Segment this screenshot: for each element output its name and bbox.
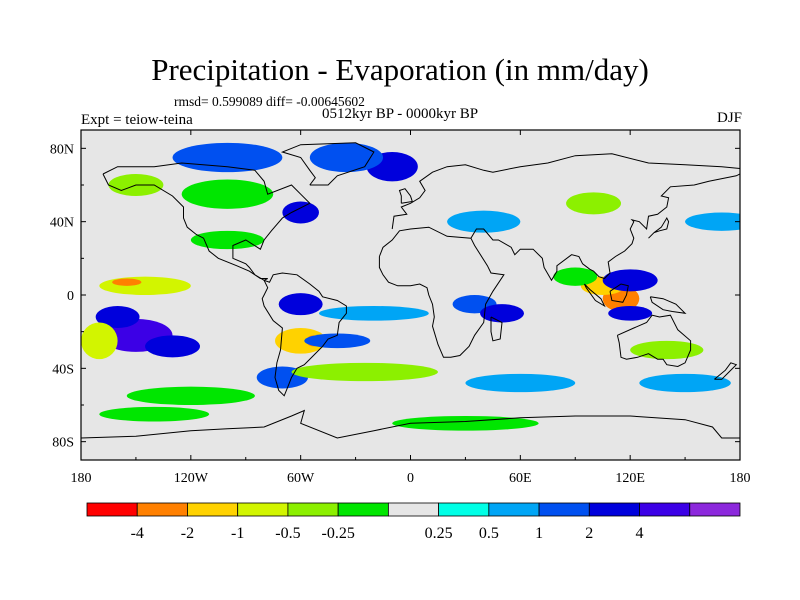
coastline-layer <box>81 142 740 439</box>
colorbar-swatch <box>689 502 741 517</box>
y-tick-label: 40S <box>52 362 74 377</box>
anomaly-region <box>172 142 283 173</box>
coastline <box>378 226 505 358</box>
colorbar-label: -0.5 <box>275 525 300 542</box>
colorbar: -4 -2 -1 -0.5 -0.25 0.25 0.5 1 2 4 <box>86 502 741 542</box>
anomaly-region <box>630 340 704 360</box>
anomaly-region <box>282 201 319 224</box>
colorbar-swatch <box>237 502 289 517</box>
x-tick-label: 120W <box>174 471 209 486</box>
x-tick-label: 180 <box>71 471 92 486</box>
colorbar-swatch <box>538 502 590 517</box>
coastline <box>391 153 740 230</box>
anomaly-region <box>447 210 521 233</box>
coastline <box>280 142 375 186</box>
anomaly-region <box>465 373 576 393</box>
x-tick-label: 60W <box>287 471 315 486</box>
colorbar-label: -1 <box>231 525 244 542</box>
anomaly-region <box>99 406 210 422</box>
colorbar-label: 2 <box>585 525 593 542</box>
anomaly-region <box>145 335 200 358</box>
anomaly-region <box>480 304 524 323</box>
colorbar-swatch <box>438 502 490 517</box>
anomaly-region <box>190 230 265 250</box>
anomaly-region <box>112 278 142 286</box>
x-tick-label: 180 <box>730 471 751 486</box>
colorbar-swatch <box>86 502 138 517</box>
anomaly-region <box>99 276 191 296</box>
colorbar-label: -0.25 <box>321 525 354 542</box>
anomaly-region <box>81 322 118 360</box>
anomaly-region <box>275 328 327 354</box>
coastline <box>398 188 413 204</box>
coastline <box>609 283 629 303</box>
y-tick-label: 80S <box>52 436 74 451</box>
coastline <box>470 173 740 282</box>
y-tick-label: 0 <box>67 289 74 304</box>
colorbar-swatch <box>136 502 188 517</box>
anomaly-region <box>291 362 438 382</box>
colorbar-label: -2 <box>181 525 194 542</box>
x-tick-label: 0 <box>407 471 414 486</box>
anomaly-region <box>304 333 371 349</box>
anomaly-region <box>278 293 323 316</box>
colorbar-swatch <box>488 502 540 517</box>
colorbar-label: 1 <box>535 525 543 542</box>
colorbar-swatch <box>337 502 389 517</box>
experiment-label: Expt = teiow-teina <box>81 112 193 128</box>
coastline <box>583 283 606 308</box>
y-tick-label: 80N <box>50 142 74 157</box>
coastline <box>261 272 347 397</box>
x-axis: 180 120W 60W 0 60E 120E 180 <box>71 130 751 486</box>
coastline <box>648 216 670 239</box>
period-label: 0512kyr BP - 0000kyr BP <box>322 106 479 122</box>
colorbar-label: 0.5 <box>479 525 499 542</box>
anomaly-region <box>553 267 598 286</box>
colorbar-label: 4 <box>636 525 644 542</box>
anomaly-region <box>608 306 653 321</box>
coastline <box>616 314 692 368</box>
anomaly-region <box>95 306 140 328</box>
stats-text: rmsd= 0.599089 diff= -0.00645602 <box>174 94 365 109</box>
x-tick-label: 60E <box>509 471 532 486</box>
anomaly-region <box>309 142 384 173</box>
colorbar-swatch <box>187 502 239 517</box>
anomaly-region <box>181 179 274 209</box>
x-tick-label: 120E <box>615 471 645 486</box>
season-label: DJF <box>716 110 742 126</box>
y-axis: 80N 40N 0 40S 80S <box>50 142 740 451</box>
colorbar-swatch <box>287 502 339 517</box>
anomaly-region <box>126 386 255 406</box>
colorbar-swatch <box>387 502 440 517</box>
anomaly-region <box>318 306 429 321</box>
coastline <box>102 162 311 281</box>
colorbar-swatch <box>639 502 691 517</box>
anomaly-region <box>602 269 658 292</box>
y-tick-label: 40N <box>50 216 74 231</box>
colorbar-swatch <box>588 502 640 517</box>
coastline <box>490 316 503 342</box>
chart-title: Precipitation - Evaporation (in mm/day) <box>151 52 649 87</box>
anomaly-region <box>392 416 539 431</box>
coastline <box>81 409 740 439</box>
coastline <box>714 362 738 380</box>
anomaly-region <box>685 212 740 231</box>
coastline <box>649 296 687 315</box>
anomaly-region <box>639 373 731 393</box>
colorbar-label: -4 <box>131 525 144 542</box>
colorbar-label: 0.25 <box>425 525 453 542</box>
anomaly-region <box>566 192 622 215</box>
